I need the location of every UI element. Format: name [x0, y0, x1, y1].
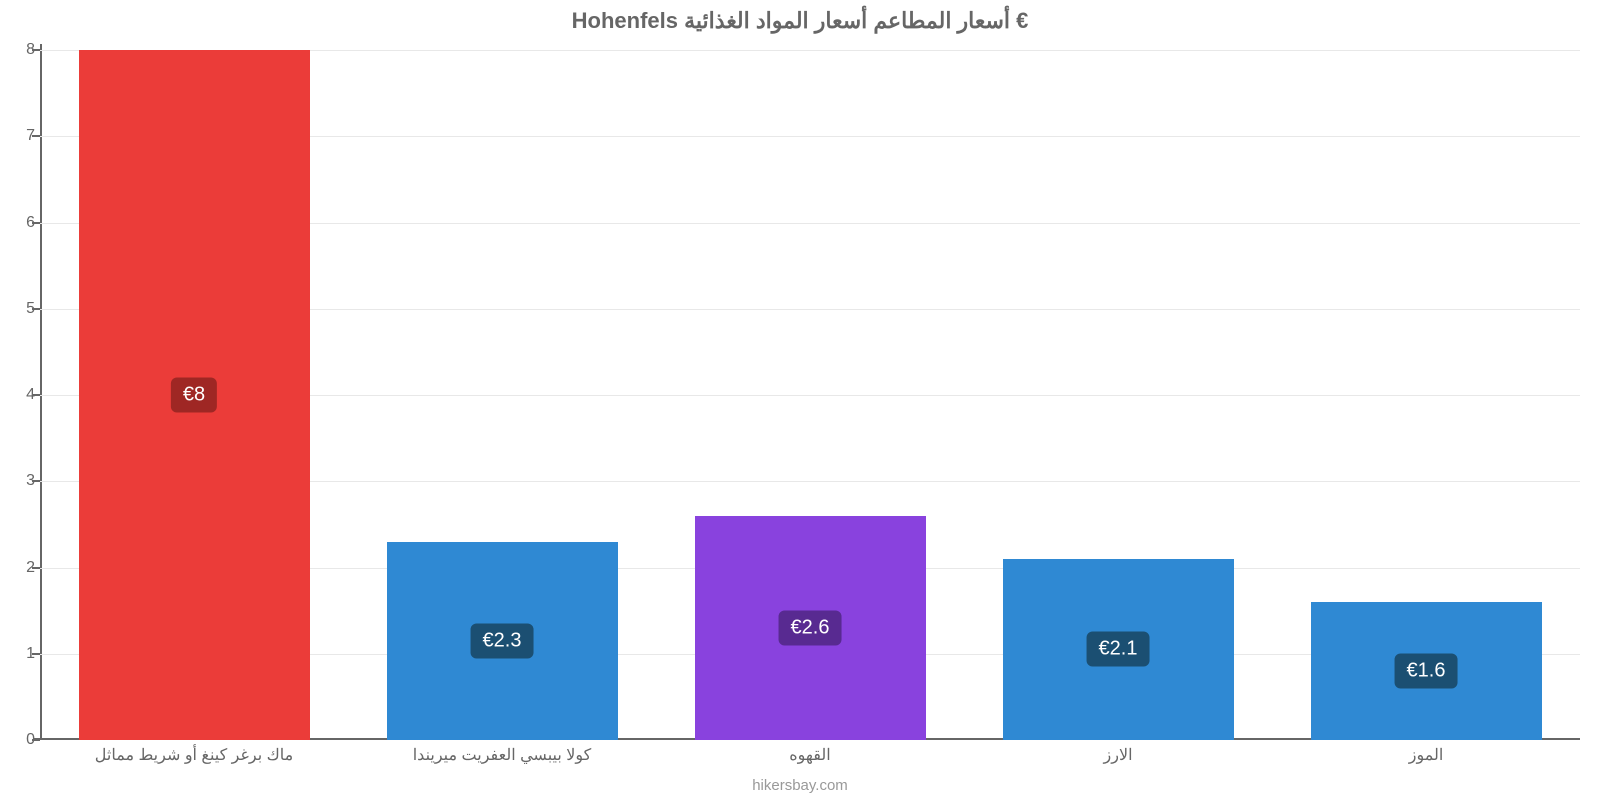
x-tick-label: القهوه [789, 745, 830, 765]
y-tick-label: 5 [26, 300, 35, 318]
bar-value-badge: €2.1 [1087, 632, 1150, 667]
price-chart: € أسعار المطاعم أسعار المواد الغذائية Ho… [0, 0, 1600, 800]
y-tick-label: 0 [26, 731, 35, 749]
credit-text: hikersbay.com [0, 777, 1600, 794]
y-tick-label: 4 [26, 386, 35, 404]
x-tick-label: كولا بيبسي العفريت ميريندا [413, 745, 592, 765]
y-tick-label: 3 [26, 472, 35, 490]
bar-value-badge: €2.6 [779, 610, 842, 645]
plot-area: €8 €2.3 €2.6 €2.1 €1.6 [40, 50, 1580, 740]
x-tick-label: ماك برغر كينغ أو شريط مماثل [95, 745, 293, 765]
y-tick-label: 7 [26, 127, 35, 145]
bar-value-badge: €2.3 [471, 623, 534, 658]
x-tick-label: الارز [1103, 745, 1132, 765]
x-tick-label: الموز [1409, 745, 1444, 765]
y-tick-label: 8 [26, 41, 35, 59]
y-tick-label: 2 [26, 559, 35, 577]
bar-value-badge: €8 [171, 378, 217, 413]
y-axis [40, 44, 42, 740]
y-tick-label: 6 [26, 214, 35, 232]
chart-title: € أسعار المطاعم أسعار المواد الغذائية Ho… [0, 8, 1600, 34]
y-tick-label: 1 [26, 645, 35, 663]
bar-value-badge: €1.6 [1395, 654, 1458, 689]
